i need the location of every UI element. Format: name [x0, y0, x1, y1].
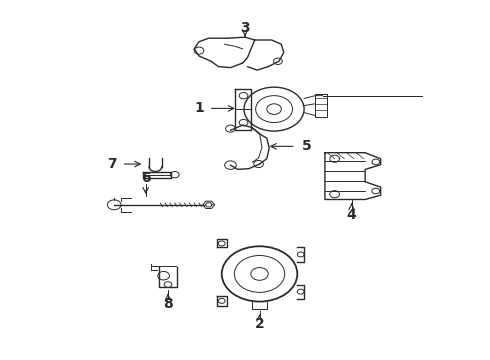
Text: 4: 4 [347, 208, 356, 222]
Text: 7: 7 [107, 157, 117, 171]
Text: 5: 5 [302, 139, 312, 153]
Text: 6: 6 [141, 171, 150, 185]
Text: 8: 8 [163, 297, 173, 311]
Text: 2: 2 [255, 316, 265, 330]
Text: 1: 1 [194, 102, 204, 116]
Text: 3: 3 [240, 21, 250, 35]
